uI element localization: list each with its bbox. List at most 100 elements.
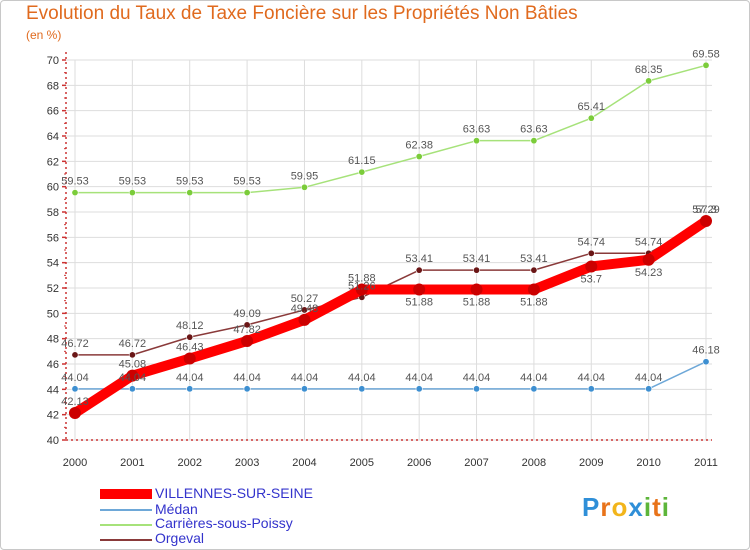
chart-subtitle: (en %) <box>26 28 62 42</box>
data-label-1: 44.04 <box>463 372 491 384</box>
axes: 40 42 44 46 48 50 52 54 56 58 60 62 64 66 68 70 2000 2001… <box>47 52 718 469</box>
y-tick-label: 46 <box>47 359 59 371</box>
y-tick-label: 48 <box>47 334 59 346</box>
x-tick-label: 2001 <box>120 457 144 469</box>
series-point-0 <box>470 283 483 296</box>
data-label-0: 49.48 <box>291 303 319 315</box>
y-tick-label: 42 <box>47 410 59 422</box>
legend-swatch-carrieres <box>100 524 152 526</box>
series-point-0 <box>241 334 254 347</box>
y-tick-label: 44 <box>47 384 59 396</box>
series-point-2 <box>587 114 595 122</box>
series-point-2 <box>358 168 366 176</box>
series-point-2 <box>530 137 538 145</box>
data-label-0: 57.29 <box>692 204 720 216</box>
series-point-2 <box>186 189 194 197</box>
x-tick-label: 2003 <box>235 457 259 469</box>
x-tick-label: 2004 <box>292 457 316 469</box>
x-tick-label: 2009 <box>579 457 603 469</box>
series-point-3 <box>473 266 481 274</box>
proxiti-logo: Proxiti <box>582 492 670 523</box>
data-label-1: 44.04 <box>520 372 548 384</box>
data-label-0: 42.13 <box>61 396 89 408</box>
series-point-0 <box>527 283 540 296</box>
series-point-2 <box>71 189 79 197</box>
chart-title: Evolution du Taux de Taxe Foncière sur l… <box>26 3 578 24</box>
data-label-3: 53.41 <box>463 253 491 265</box>
data-label-1: 44.04 <box>233 372 261 384</box>
y-tick-label: 60 <box>47 182 59 194</box>
y-tick-label: 52 <box>47 283 59 295</box>
data-label-0: 46.43 <box>176 342 204 354</box>
y-tick-label: 58 <box>47 207 59 219</box>
data-label-3: 53.41 <box>520 253 548 265</box>
series-point-3 <box>186 333 194 341</box>
series-point-3 <box>415 266 423 274</box>
series-point-2 <box>473 137 481 145</box>
series-layer <box>69 61 712 420</box>
legend-label-carrieres: Carrières-sous-Poissy <box>155 515 293 531</box>
data-label-0: 54.23 <box>635 267 663 279</box>
y-tick-label: 54 <box>47 258 59 270</box>
y-tick-label: 66 <box>47 106 59 118</box>
legend-label-medan: Médan <box>155 501 198 517</box>
data-label-2: 59.53 <box>119 176 147 188</box>
data-label-2: 69.58 <box>692 48 720 60</box>
data-label-2: 59.53 <box>233 176 261 188</box>
data-label-2: 59.53 <box>176 176 204 188</box>
series-point-1 <box>186 385 194 393</box>
data-label-0: 47.82 <box>233 324 261 336</box>
series-point-2 <box>128 189 136 197</box>
data-label-1: 44.04 <box>635 372 663 384</box>
series-point-1 <box>473 385 481 393</box>
x-tick-label: 2008 <box>522 457 546 469</box>
series-point-0 <box>585 260 598 273</box>
series-line-3 <box>74 220 707 356</box>
legend-swatch-orgeval <box>100 539 152 541</box>
logo-letter: i <box>661 492 670 522</box>
y-tick-label: 56 <box>47 232 59 244</box>
data-label-3: 50.27 <box>291 293 319 305</box>
series-point-1 <box>71 385 79 393</box>
y-tick-label: 68 <box>47 80 59 92</box>
y-tick-label: 62 <box>47 156 59 168</box>
legend-label-villennes: VILLENNES-SUR-SEINE <box>155 485 313 501</box>
data-label-3: 51.26 <box>348 280 376 292</box>
data-label-3: 54.74 <box>578 236 606 248</box>
series-point-0 <box>700 214 712 227</box>
data-label-0: 51.88 <box>463 297 491 309</box>
series-point-1 <box>358 385 366 393</box>
legend-label-orgeval: Orgeval <box>155 530 205 546</box>
series-point-1 <box>587 385 595 393</box>
y-tick-label: 50 <box>47 308 59 320</box>
data-label-2: 62.38 <box>405 140 433 152</box>
data-label-2: 61.15 <box>348 155 376 167</box>
series-point-3 <box>300 306 308 314</box>
data-label-0: 51.88 <box>520 297 548 309</box>
x-tick-label: 2007 <box>464 457 488 469</box>
series-line-1 <box>74 360 707 390</box>
series-point-1 <box>300 385 308 393</box>
series-point-3 <box>71 351 79 359</box>
data-label-2: 59.95 <box>291 170 319 182</box>
series-line-0 <box>70 215 711 419</box>
data-label-1: 44.04 <box>348 372 376 384</box>
series-point-0 <box>642 253 655 266</box>
data-label-3: 54.74 <box>635 236 663 248</box>
data-labels: 42.13 45.08 46.43 47.82 49.48 51.88 51.88 51.88… <box>61 48 720 408</box>
series-point-2 <box>243 189 251 197</box>
data-label-2: 63.63 <box>463 124 491 136</box>
series-point-1 <box>645 385 653 393</box>
y-tick-label: 40 <box>47 435 59 447</box>
data-label-3: 46.72 <box>119 338 147 350</box>
data-label-1: 44.04 <box>405 372 433 384</box>
data-label-3: 57.3 <box>695 204 716 216</box>
data-label-1: 44.04 <box>176 372 204 384</box>
series-point-0 <box>298 313 311 326</box>
data-label-3: 46.72 <box>61 338 89 350</box>
series-point-0 <box>69 407 81 420</box>
data-label-1: 44.04 <box>119 372 147 384</box>
y-tick-label: 64 <box>47 131 59 143</box>
x-tick-label: 2000 <box>63 457 87 469</box>
data-label-0: 51.88 <box>348 273 376 285</box>
